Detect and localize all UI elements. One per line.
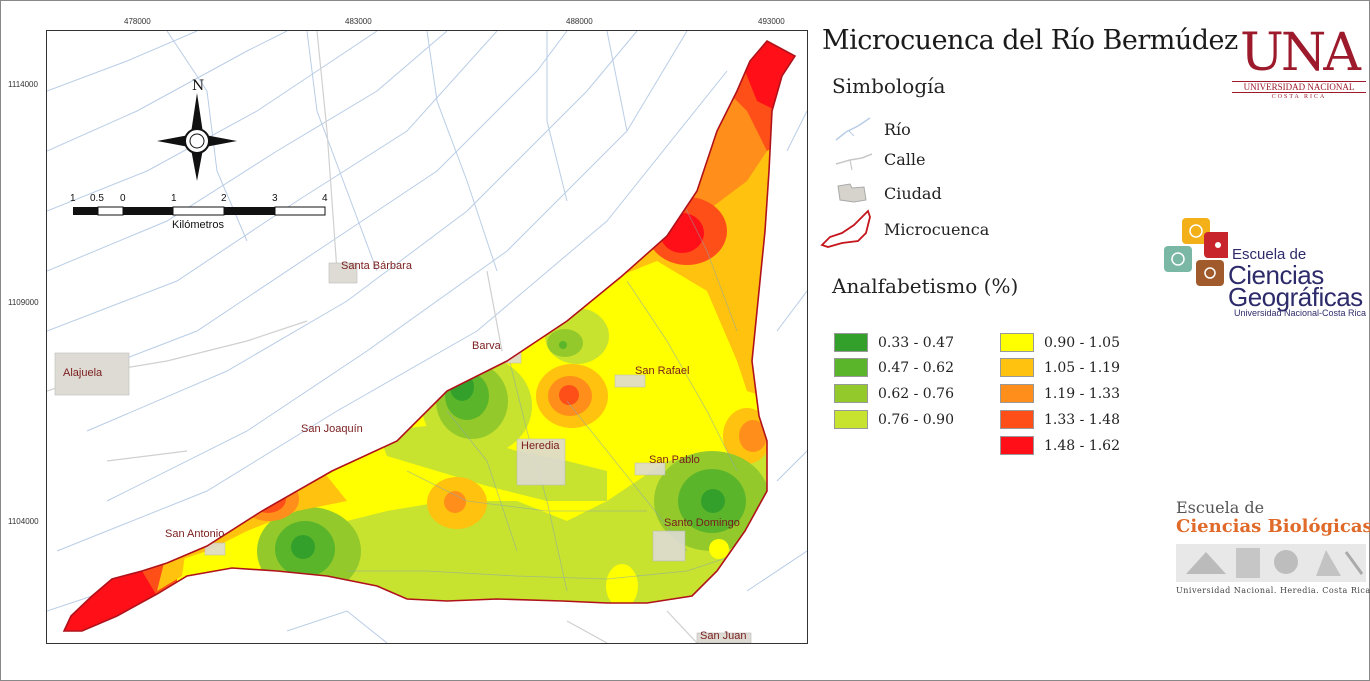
class-label: 1.05 - 1.19: [1044, 360, 1120, 376]
illiteracy-legend-heading: Analfabetismo (%): [832, 274, 1019, 298]
town-label-santa-barbara: Santa Bárbara: [341, 260, 412, 272]
x-tick-label: 478000: [124, 17, 151, 26]
illiteracy-surface: [64, 41, 795, 631]
legend-label-calle: Calle: [884, 149, 926, 169]
scale-tick-label: 4: [322, 193, 328, 204]
legend-item-rio: Río: [834, 114, 911, 144]
class-swatch: [834, 358, 868, 377]
scale-bar: [73, 206, 326, 216]
scale-tick-label: 3: [272, 193, 278, 204]
city-polygon: [328, 262, 358, 284]
y-tick-label: 1114000: [8, 80, 38, 89]
geograficas-line4: Universidad Nacional-Costa Rica: [1234, 308, 1367, 318]
class-swatch: [834, 410, 868, 429]
legend-label-microcuenca: Microcuenca: [884, 219, 990, 239]
legend-item-calle: Calle: [834, 144, 925, 174]
north-arrow: [157, 93, 237, 181]
class-label: 0.62 - 0.76: [878, 386, 954, 402]
legend-item-microcuenca: Microcuenca: [818, 209, 990, 248]
class-swatch: [834, 384, 868, 403]
river-icon: [835, 117, 871, 141]
x-tick-label: 483000: [345, 17, 372, 26]
geograficas-line2: Ciencias: [1228, 260, 1324, 290]
north-label: N: [192, 78, 205, 94]
town-label-san-antonio: San Antonio: [165, 528, 225, 540]
watershed-icon: [820, 209, 871, 248]
class-label: 1.33 - 1.48: [1044, 412, 1120, 428]
town-label-barva: Barva: [472, 340, 501, 352]
map-frame[interactable]: N 1 0.5 0 1 2 3 4 Kilómetros Santa Bárba…: [46, 30, 808, 644]
class-label: 0.33 - 0.47: [878, 335, 954, 351]
map-title: Microcuenca del Río Bermúdez: [822, 25, 1238, 56]
town-label-alajuela: Alajuela: [63, 367, 103, 379]
biologicas-line1: Escuela de: [1176, 498, 1265, 517]
geograficas-logo: Escuela de Ciencias Geográficas Universi…: [1164, 216, 1368, 322]
map-canvas[interactable]: [47, 31, 807, 643]
symbology-heading: Simbología: [832, 74, 946, 98]
town-label-heredia: Heredia: [521, 440, 560, 452]
town-label-san-juan: San Juan: [700, 630, 747, 642]
class-swatch: [1000, 436, 1034, 455]
class-label: 0.76 - 0.90: [878, 412, 954, 428]
scale-tick-label: 2: [221, 193, 227, 204]
town-label-santo-domingo: Santo Domingo: [664, 517, 740, 529]
una-logo: UNA UNIVERSIDAD NACIONAL COSTA RICA: [1232, 26, 1366, 100]
class-swatch: [1000, 358, 1034, 377]
class-swatch: [1000, 410, 1034, 429]
legend-label-rio: Río: [884, 119, 911, 139]
scale-tick-label: 1: [171, 193, 177, 204]
scale-tick-label: 0: [120, 193, 126, 204]
una-logo-text: UNA: [1240, 23, 1361, 83]
biologicas-logo: Escuela de Ciencias Biológicas Universid…: [1174, 498, 1370, 608]
geograficas-line3: Geográficas: [1228, 282, 1363, 312]
y-tick-label: 1109000: [8, 298, 39, 307]
una-logo-country: COSTA RICA: [1271, 94, 1327, 100]
scale-unit-label: Kilómetros: [172, 219, 224, 231]
una-logo-subtitle: UNIVERSIDAD NACIONAL: [1232, 81, 1366, 93]
town-label-san-rafael: San Rafael: [635, 365, 690, 377]
class-swatch: [834, 333, 868, 352]
scale-tick-label: 0.5: [90, 193, 104, 204]
biologicas-line2: Ciencias Biológicas: [1176, 516, 1370, 537]
biologicas-line3: Universidad Nacional. Heredia. Costa Ric…: [1176, 586, 1370, 595]
city-polygon: [696, 632, 752, 643]
town-label-san-joaquin: San Joaquín: [301, 423, 363, 435]
geograficas-emblem-icon: [1164, 218, 1228, 286]
legend-label-ciudad: Ciudad: [884, 183, 942, 203]
city-icon: [837, 183, 867, 203]
class-label: 0.47 - 0.62: [878, 360, 954, 376]
geograficas-line1: Escuela de: [1232, 246, 1307, 263]
city-polygon: [54, 352, 130, 396]
class-label: 0.90 - 1.05: [1044, 335, 1120, 351]
town-label-san-pablo: San Pablo: [649, 454, 700, 466]
legend-item-ciudad: Ciudad: [834, 178, 942, 208]
watershed-boundary: [62, 39, 797, 632]
river-network: [47, 31, 807, 643]
biologicas-emblem-icon: [1176, 544, 1366, 582]
y-tick-label: 1104000: [8, 517, 39, 526]
scale-tick-label: 1: [70, 193, 76, 204]
x-tick-label: 493000: [758, 17, 785, 26]
class-swatch: [1000, 333, 1034, 352]
class-label: 1.48 - 1.62: [1044, 438, 1120, 454]
class-label: 1.19 - 1.33: [1044, 386, 1120, 402]
class-swatch: [1000, 384, 1034, 403]
x-tick-label: 488000: [566, 17, 593, 26]
road-icon: [835, 153, 873, 171]
